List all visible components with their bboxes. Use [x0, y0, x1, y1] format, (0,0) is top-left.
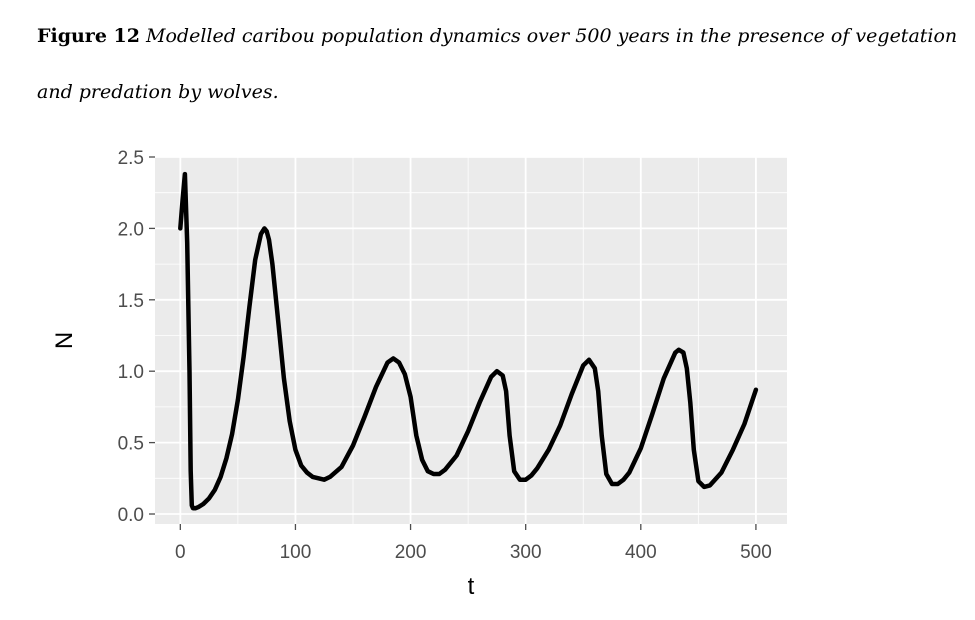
- x-tick-label: 300: [510, 542, 542, 563]
- y-tick-label: 0.0: [118, 505, 144, 526]
- figure-caption-text: Modelled caribou population dynamics ove…: [37, 25, 958, 103]
- y-axis-ticks: 0.0 0.5 1.0 1.5 2.0 2.5: [118, 148, 155, 526]
- y-tick-label: 0.5: [118, 434, 144, 455]
- major-gridlines: [155, 156, 787, 524]
- x-tick-label: 500: [740, 542, 772, 563]
- plot-panel: [155, 157, 787, 524]
- minor-gridlines: [155, 157, 787, 524]
- figure-caption: Figure 12 Modelled caribou population dy…: [37, 8, 967, 120]
- y-tick-label: 2.0: [118, 219, 144, 240]
- figure-label: Figure 12: [37, 25, 140, 47]
- x-tick-label: 0: [175, 542, 186, 563]
- y-tick-label: 1.5: [118, 291, 144, 312]
- x-tick-label: 200: [395, 542, 427, 563]
- y-tick-label: 1.0: [118, 362, 144, 383]
- y-axis-title: N: [51, 332, 78, 349]
- x-axis-ticks: 0 100 200 300 400 500: [175, 524, 772, 563]
- y-tick-label: 2.5: [118, 148, 144, 169]
- x-tick-label: 100: [280, 542, 312, 563]
- x-axis-title: t: [468, 573, 475, 600]
- x-tick-label: 400: [625, 542, 657, 563]
- population-line: [178, 171, 759, 511]
